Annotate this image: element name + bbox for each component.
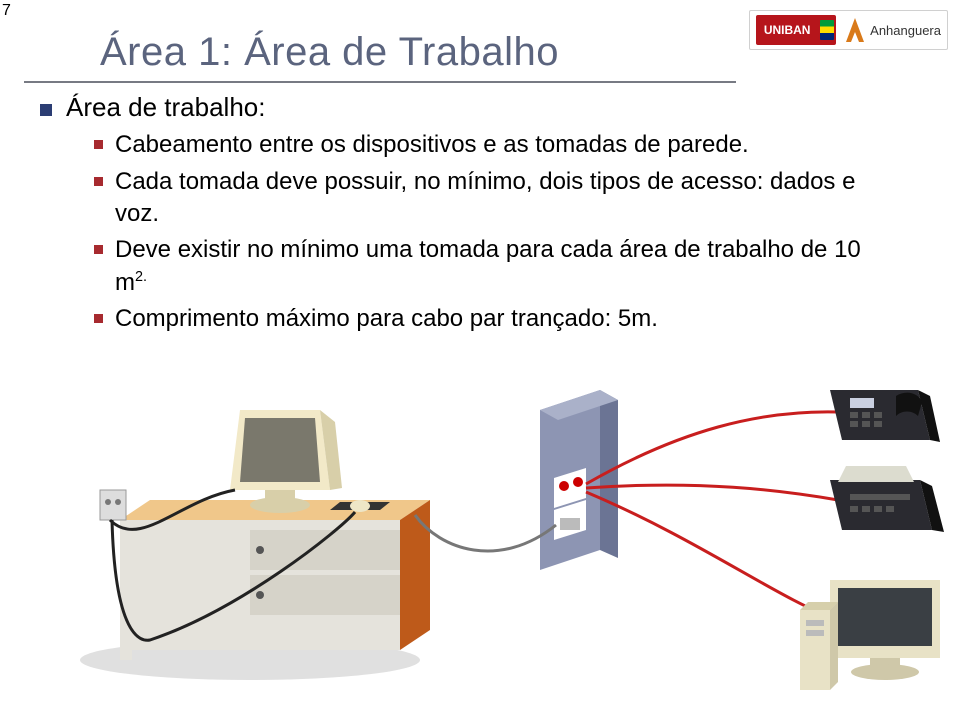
illustration: [0, 370, 960, 710]
level2-item: Comprimento máximo para cabo par trançad…: [94, 303, 920, 335]
level2-text: Comprimento máximo para cabo par trançad…: [115, 303, 658, 335]
level2-item: Cabeamento entre os dispositivos e as to…: [94, 129, 920, 161]
title-rule: [24, 81, 736, 83]
logo-uniban: UNIBAN: [756, 15, 836, 45]
logo-anhanguera-text: Anhanguera: [870, 23, 941, 38]
bullet-square-icon: [94, 177, 103, 186]
logo-uniban-text: UNIBAN: [764, 23, 811, 37]
bullet-square-icon: [94, 245, 103, 254]
logo-bar: UNIBAN Anhanguera: [749, 10, 948, 50]
bullet-square-icon: [40, 104, 52, 116]
level2-text: Cada tomada deve possuir, no mínimo, doi…: [115, 166, 895, 231]
slide-title: Área 1: Área de Trabalho: [100, 30, 559, 75]
superscript: 2.: [135, 269, 147, 285]
level2-text: Cabeamento entre os dispositivos e as to…: [115, 129, 749, 161]
level1-text: Área de trabalho:: [66, 92, 265, 123]
level1-item: Área de trabalho:: [40, 92, 920, 123]
bullet-square-icon: [94, 140, 103, 149]
content-block: Área de trabalho: Cabeamento entre os di…: [40, 92, 920, 340]
page-number: 7: [2, 2, 11, 20]
bullet-square-icon: [94, 314, 103, 323]
level2-item: Deve existir no mínimo uma tomada para c…: [94, 234, 920, 299]
level2-text: Deve existir no mínimo uma tomada para c…: [115, 234, 895, 299]
level2-text-part: Deve existir no mínimo uma tomada para c…: [115, 236, 861, 295]
level2-item: Cada tomada deve possuir, no mínimo, doi…: [94, 166, 920, 231]
logo-anhanguera: Anhanguera: [844, 16, 941, 44]
